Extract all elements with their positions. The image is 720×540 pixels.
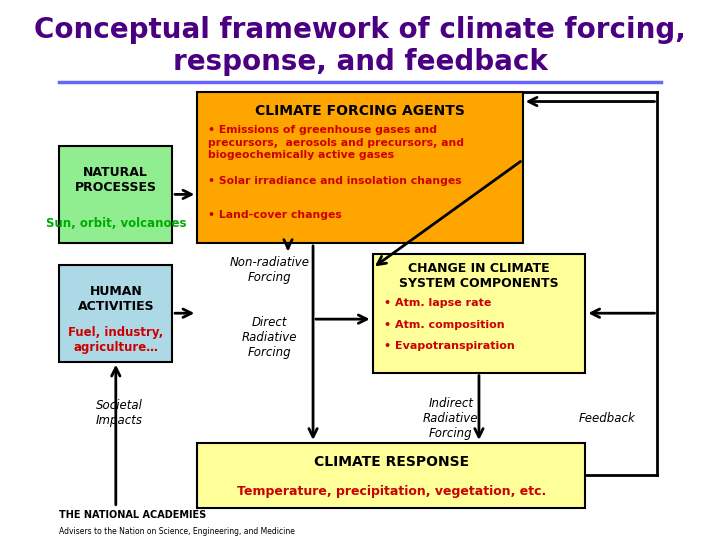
Text: Advisers to the Nation on Science, Engineering, and Medicine: Advisers to the Nation on Science, Engin… [60,526,295,536]
Text: CHANGE IN CLIMATE
SYSTEM COMPONENTS: CHANGE IN CLIMATE SYSTEM COMPONENTS [399,262,559,290]
Text: THE NATIONAL ACADEMIES: THE NATIONAL ACADEMIES [60,510,207,521]
Text: • Land-cover changes: • Land-cover changes [209,210,342,220]
FancyBboxPatch shape [372,254,585,373]
Text: Temperature, precipitation, vegetation, etc.: Temperature, precipitation, vegetation, … [237,485,546,498]
Text: • Evapotranspiration: • Evapotranspiration [384,341,515,352]
Text: NATURAL
PROCESSES: NATURAL PROCESSES [75,166,157,194]
Text: Non-radiative
Forcing: Non-radiative Forcing [229,256,309,284]
Text: • Atm. composition: • Atm. composition [384,320,505,330]
FancyBboxPatch shape [197,443,585,508]
FancyBboxPatch shape [197,92,523,243]
Text: Direct
Radiative
Forcing: Direct Radiative Forcing [241,316,297,359]
Text: HUMAN
ACTIVITIES: HUMAN ACTIVITIES [78,285,154,313]
FancyBboxPatch shape [60,265,172,362]
Text: CLIMATE RESPONSE: CLIMATE RESPONSE [314,455,469,469]
Text: Indirect
Radiative
Forcing: Indirect Radiative Forcing [423,397,479,440]
FancyBboxPatch shape [60,146,172,243]
Text: • Solar irradiance and insolation changes: • Solar irradiance and insolation change… [209,176,462,186]
Text: Fuel, industry,
agriculture…: Fuel, industry, agriculture… [68,326,163,354]
Text: Feedback: Feedback [579,412,636,425]
Text: • Atm. lapse rate: • Atm. lapse rate [384,298,491,308]
Text: CLIMATE FORCING AGENTS: CLIMATE FORCING AGENTS [255,104,465,118]
Text: Sun, orbit, volcanoes: Sun, orbit, volcanoes [45,217,186,230]
Text: • Emissions of greenhouse gases and
precursors,  aerosols and precursors, and
bi: • Emissions of greenhouse gases and prec… [209,125,464,160]
Text: response, and feedback: response, and feedback [173,48,547,76]
Text: Societal
Impacts: Societal Impacts [96,399,143,427]
Text: Conceptual framework of climate forcing,: Conceptual framework of climate forcing, [34,16,686,44]
